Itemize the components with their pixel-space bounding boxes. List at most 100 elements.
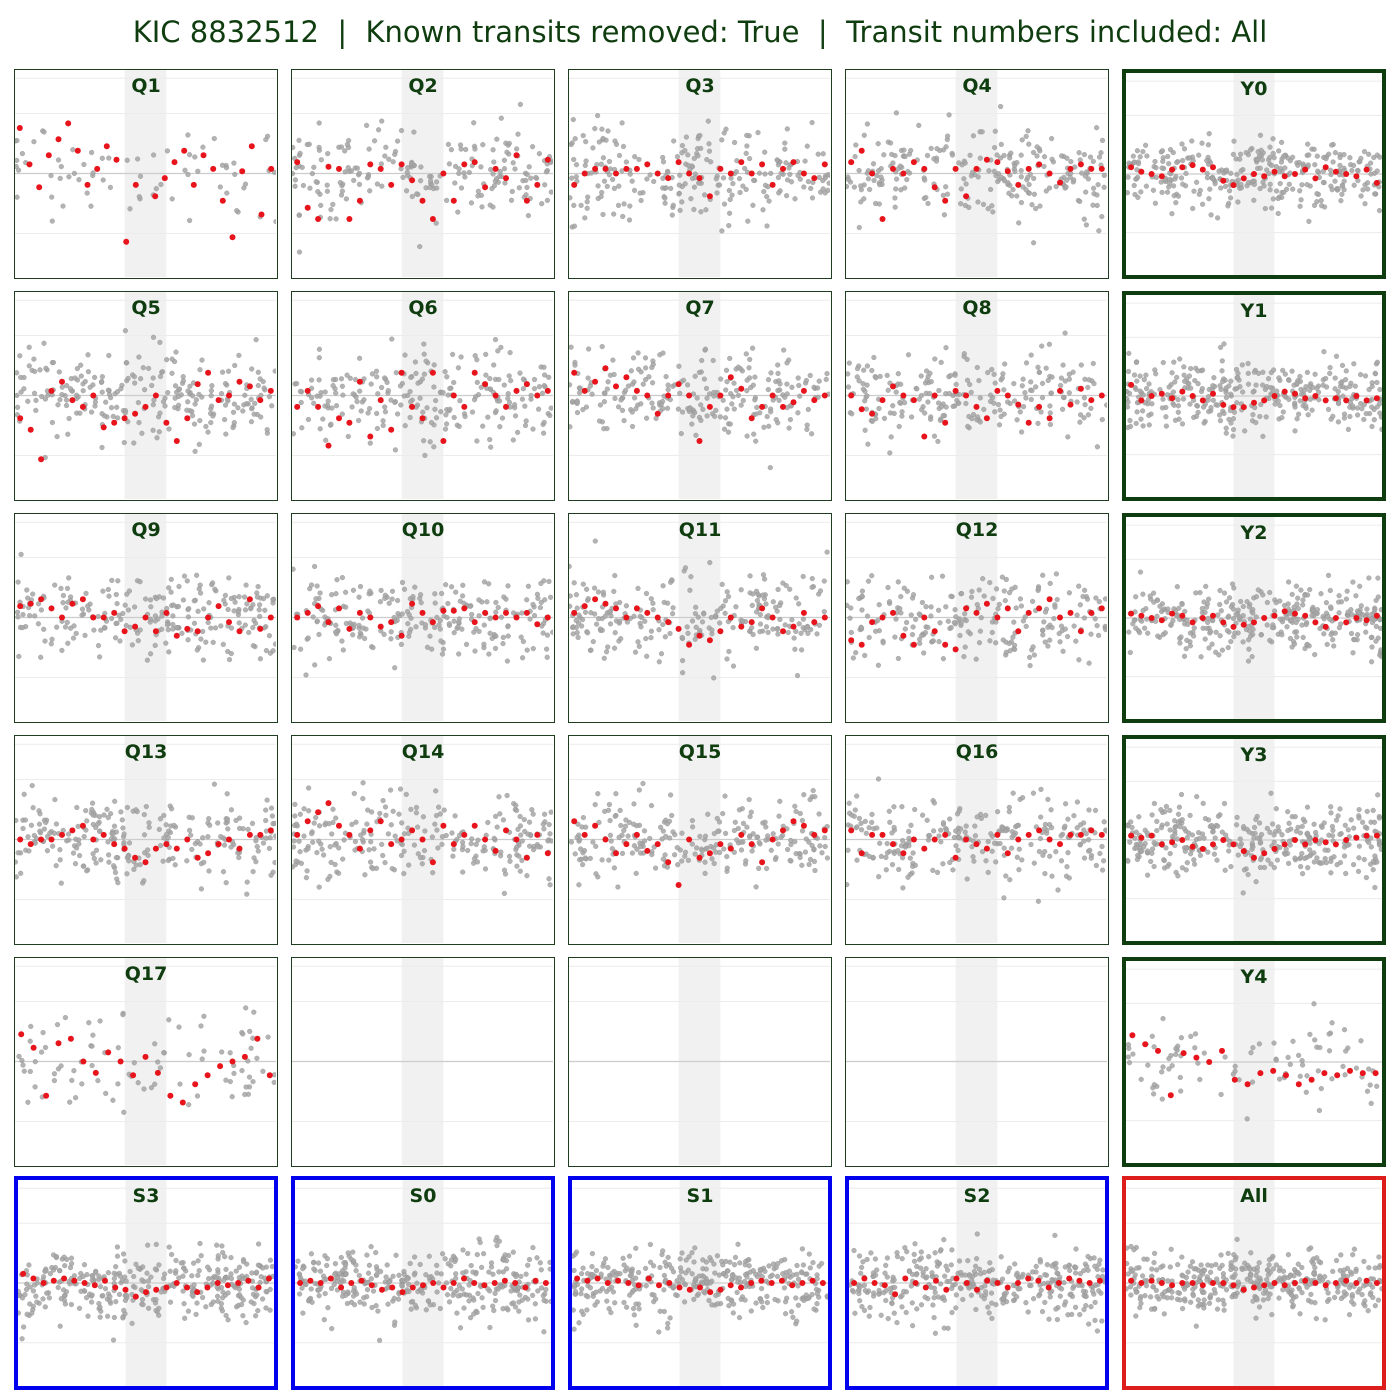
raw-point xyxy=(292,431,296,437)
raw-point xyxy=(686,406,693,412)
raw-point xyxy=(343,620,350,627)
raw-point xyxy=(574,605,580,611)
raw-point xyxy=(775,841,781,847)
raw-point xyxy=(371,138,378,144)
raw-point xyxy=(20,611,26,618)
binned-point xyxy=(1088,609,1095,616)
raw-point xyxy=(734,387,740,394)
binned-point xyxy=(1302,166,1309,173)
raw-point xyxy=(19,150,26,157)
raw-point xyxy=(1029,387,1035,394)
raw-point xyxy=(330,377,337,383)
raw-point xyxy=(569,140,575,146)
raw-point xyxy=(32,368,38,375)
raw-point xyxy=(1280,367,1286,374)
raw-point xyxy=(975,199,981,205)
raw-point xyxy=(1099,137,1106,144)
raw-point xyxy=(1232,630,1238,636)
raw-point xyxy=(305,416,312,423)
raw-point xyxy=(665,387,671,393)
raw-point xyxy=(777,616,783,623)
raw-point xyxy=(41,626,47,632)
raw-point xyxy=(893,389,899,395)
binned-point xyxy=(1158,617,1165,624)
raw-point xyxy=(93,860,99,866)
raw-point xyxy=(776,813,782,819)
binned-point xyxy=(633,165,640,172)
raw-point xyxy=(1218,185,1224,191)
raw-point xyxy=(1269,205,1275,211)
raw-point xyxy=(225,606,231,613)
raw-point xyxy=(747,356,753,363)
raw-point xyxy=(356,634,363,640)
raw-point xyxy=(1272,608,1278,614)
raw-point xyxy=(606,857,612,863)
raw-point xyxy=(762,576,768,582)
binned-point xyxy=(1128,381,1135,388)
raw-point xyxy=(407,414,413,421)
raw-point xyxy=(314,583,320,589)
raw-point xyxy=(1049,135,1055,142)
binned-point xyxy=(205,850,212,857)
raw-point xyxy=(768,170,774,177)
raw-point xyxy=(1027,654,1033,661)
raw-point xyxy=(1083,222,1090,228)
raw-point xyxy=(1085,412,1092,418)
raw-point xyxy=(392,447,399,453)
raw-point xyxy=(1034,144,1040,150)
raw-point xyxy=(747,573,753,579)
raw-point xyxy=(303,875,310,881)
raw-point xyxy=(1081,615,1088,621)
raw-point xyxy=(576,612,582,618)
raw-point xyxy=(1202,609,1208,616)
raw-point xyxy=(524,597,530,603)
raw-point xyxy=(867,186,873,193)
raw-point xyxy=(924,377,930,383)
raw-point xyxy=(223,165,230,171)
binned-point xyxy=(675,159,682,166)
raw-point xyxy=(105,586,111,593)
raw-point xyxy=(103,399,109,405)
raw-point xyxy=(606,801,613,808)
raw-point xyxy=(638,197,644,204)
raw-point xyxy=(501,382,507,388)
raw-point xyxy=(985,206,991,212)
raw-point xyxy=(141,832,148,838)
raw-point xyxy=(368,809,375,815)
raw-point xyxy=(1101,184,1107,190)
raw-point xyxy=(621,827,627,834)
raw-point xyxy=(594,621,600,627)
raw-point xyxy=(432,591,438,597)
raw-point xyxy=(66,837,72,843)
raw-point xyxy=(870,161,877,167)
raw-point xyxy=(414,824,421,830)
raw-point xyxy=(897,399,903,406)
raw-point xyxy=(914,386,920,392)
raw-point xyxy=(1358,400,1364,407)
raw-point xyxy=(805,178,812,185)
raw-point xyxy=(1147,593,1153,599)
raw-point xyxy=(345,137,352,144)
raw-point xyxy=(787,171,793,178)
raw-point xyxy=(334,577,340,583)
raw-point xyxy=(523,192,529,198)
raw-point xyxy=(631,843,638,849)
raw-point xyxy=(1303,384,1309,390)
raw-point xyxy=(298,646,304,652)
raw-point xyxy=(230,409,237,415)
binned-point xyxy=(942,419,949,426)
raw-point xyxy=(1311,146,1317,152)
raw-point xyxy=(424,405,430,411)
raw-point xyxy=(692,636,698,642)
raw-point xyxy=(569,839,574,845)
binned-point xyxy=(910,397,917,404)
raw-point xyxy=(125,853,132,859)
raw-point xyxy=(440,389,446,396)
raw-point xyxy=(1177,640,1183,646)
raw-point xyxy=(593,871,599,877)
raw-point xyxy=(679,199,685,205)
raw-point xyxy=(311,164,317,170)
raw-point xyxy=(427,439,433,445)
raw-point xyxy=(1134,148,1141,154)
raw-point xyxy=(1332,375,1338,381)
